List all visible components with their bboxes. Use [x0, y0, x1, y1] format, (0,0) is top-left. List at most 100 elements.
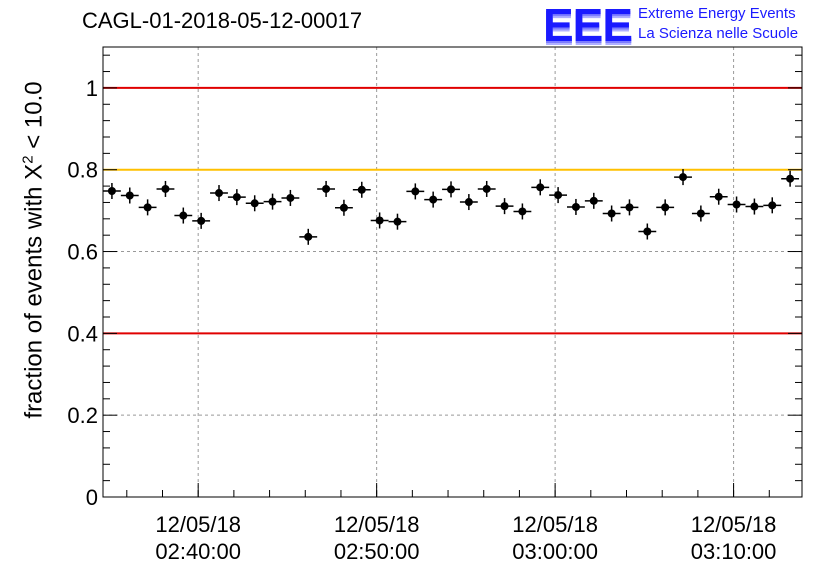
data-point — [477, 180, 496, 197]
x-tick-date: 12/05/18 — [691, 512, 777, 537]
point-marker — [607, 209, 616, 218]
data-point — [370, 212, 389, 229]
point-marker — [554, 191, 563, 200]
data-point — [691, 205, 710, 222]
data-point — [584, 192, 603, 209]
logo-line-1: Extreme Energy Events — [638, 5, 796, 22]
y-axis-label-area: fraction of events with X2 < 10.0 — [0, 0, 60, 572]
data-point — [656, 199, 675, 216]
data-point — [638, 223, 657, 240]
point-marker — [268, 197, 277, 206]
point-marker — [232, 193, 241, 202]
reference-lines — [103, 86, 802, 335]
data-point — [495, 198, 514, 215]
point-marker — [411, 187, 420, 196]
point-marker — [696, 209, 705, 218]
data-point — [674, 169, 692, 186]
point-marker — [732, 200, 741, 209]
y-axis-label: fraction of events with X2 < 10.0 — [20, 81, 49, 418]
point-marker — [429, 195, 438, 204]
logo-line-2: La Scienza nelle Scuole — [638, 25, 799, 42]
y-tick-label: 0.8 — [67, 158, 98, 183]
data-point — [281, 189, 300, 206]
data-point — [299, 228, 318, 245]
run-title: CAGL-01-2018-05-12-00017 — [82, 8, 363, 33]
point-marker — [143, 203, 152, 212]
data-point — [210, 185, 228, 202]
data-point — [620, 199, 639, 216]
point-marker — [107, 187, 116, 195]
point-marker — [482, 184, 491, 193]
data-points — [103, 169, 800, 245]
point-marker — [464, 198, 473, 207]
point-marker — [714, 192, 723, 201]
point-marker — [304, 232, 313, 241]
point-marker — [125, 191, 134, 200]
data-point — [245, 195, 264, 212]
eee-logo: EEE Extreme Energy Events La Scienza nel… — [543, 0, 833, 51]
y-tick-label: 1 — [86, 76, 98, 101]
data-point — [567, 198, 585, 215]
data-point — [317, 180, 336, 197]
x-tick-time: 02:40:00 — [155, 539, 241, 564]
point-marker — [518, 207, 527, 216]
point-marker — [536, 183, 545, 192]
data-point — [763, 197, 782, 214]
data-point — [227, 189, 246, 206]
data-point — [424, 191, 443, 208]
data-point — [531, 179, 550, 196]
point-marker — [500, 202, 509, 211]
point-marker — [625, 203, 634, 212]
point-marker — [357, 185, 366, 194]
data-point — [709, 188, 728, 205]
data-point — [120, 187, 139, 204]
y-tick-label: 0.6 — [67, 240, 98, 265]
y-tick-label: 0 — [86, 485, 98, 510]
point-marker — [643, 227, 652, 236]
grid-lines — [103, 47, 802, 497]
point-marker — [750, 202, 759, 211]
data-point — [745, 198, 764, 215]
x-tick-date: 12/05/18 — [334, 512, 420, 537]
data-point — [174, 207, 193, 224]
point-marker — [661, 203, 670, 212]
x-tick-date: 12/05/18 — [155, 512, 241, 537]
point-marker — [322, 184, 331, 193]
data-point — [459, 194, 478, 211]
point-marker — [679, 173, 688, 182]
logo-mark: EEE — [543, 0, 633, 51]
x-tick-time: 02:50:00 — [334, 539, 420, 564]
x-tick-time: 03:10:00 — [691, 539, 777, 564]
data-point — [442, 181, 460, 198]
point-marker — [375, 216, 384, 225]
point-marker — [215, 189, 224, 198]
data-point — [513, 203, 532, 220]
data-point — [388, 213, 407, 230]
point-marker — [571, 202, 580, 211]
y-axis-label-superscript: 2 — [19, 155, 37, 164]
data-point — [549, 187, 568, 204]
x-tick-date: 12/05/18 — [512, 512, 598, 537]
point-marker — [286, 193, 295, 202]
y-tick-label: 0.4 — [67, 321, 98, 346]
data-point — [103, 183, 121, 199]
y-axis-label-suffix: < 10.0 — [20, 81, 48, 156]
point-marker — [161, 184, 170, 193]
data-point — [335, 199, 353, 216]
x-tick-time: 03:00:00 — [512, 539, 598, 564]
plot-frame — [102, 46, 803, 498]
point-marker — [393, 217, 402, 226]
point-marker — [447, 185, 456, 194]
point-marker — [339, 203, 348, 212]
data-point — [156, 180, 175, 197]
data-point — [192, 212, 211, 229]
data-point — [602, 205, 621, 222]
data-point — [781, 170, 800, 187]
point-marker — [179, 211, 188, 220]
data-point — [352, 181, 371, 198]
tick-labels: 00.20.40.60.8112/05/1802:40:0012/05/1802… — [67, 76, 776, 564]
data-point — [406, 183, 425, 200]
point-marker — [250, 199, 259, 208]
y-axis-label-prefix: fraction of events with X — [20, 163, 48, 419]
